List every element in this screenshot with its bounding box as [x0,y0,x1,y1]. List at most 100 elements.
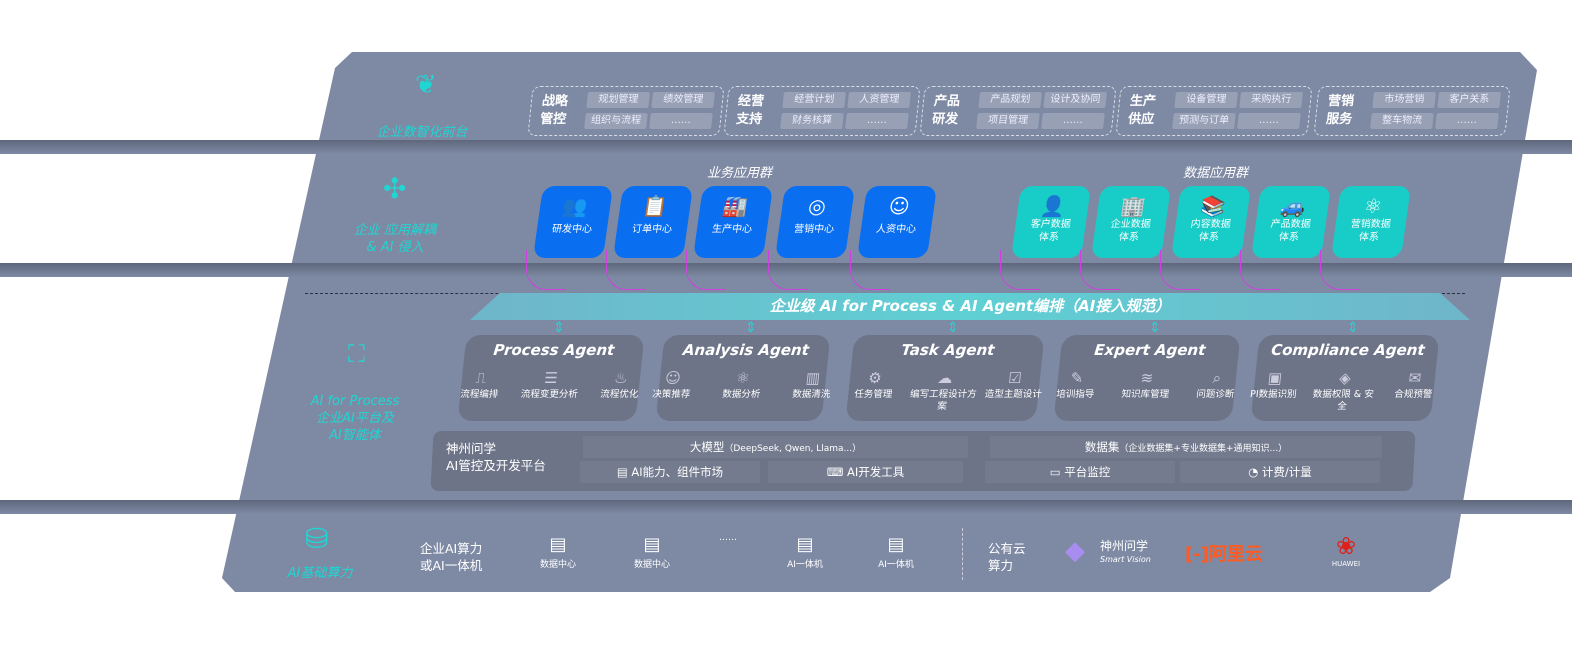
front-chip[interactable]: 经营计划 [782,92,846,108]
front-chip[interactable]: 财务核算 [780,113,844,129]
front-chip[interactable]: 规划管理 [586,92,650,108]
agent-capability: ☰ 流程变更分析 [514,367,588,401]
connector-arrow [1080,250,1120,290]
capability-icon: ⚙ [867,369,883,387]
double-arrow-icon: ⇕ [1149,320,1161,336]
capability-icon: ✉ [1407,369,1423,387]
front-chip[interactable]: 项目管理 [976,113,1040,129]
front-chip[interactable]: …… [1041,113,1105,129]
monitor-icon: ▭ [1049,465,1065,479]
agent-capability: ⎍ 流程编排 [444,367,518,401]
infra-label: AI基础算力 [287,566,353,581]
agent-capability: ≋ 知识库管理 [1110,367,1184,401]
apps-label: 企业 应用解耦 & AI 侵入 [353,223,437,255]
front-chip[interactable]: 设备管理 [1174,92,1238,108]
gauge-icon: ◔ [1248,465,1262,479]
business-app[interactable]: ◎ 营销中心 [774,186,856,258]
capability-icon: ☁ [936,369,954,387]
orchestration-bar: 企业级 AI for Process & AI Agent编排（AI接入规范） [470,293,1470,320]
front-chip[interactable]: 市场营销 [1372,92,1436,108]
agent-card[interactable]: Compliance Agent ▣ PI数据识别 ◈ 数据权限 & 安全 ✉ 合规预警 [1249,335,1440,421]
brain-icon: ❦ [415,70,437,100]
capability-icon: ▣ [1266,369,1284,387]
front-chip[interactable]: 人资管理 [847,92,911,108]
clipboard-icon: 📋 [641,194,670,218]
front-group: 生产 供应 设备管理 采购执行 预测与订单…… [1115,86,1313,136]
compute-node: ▤ 数据中心 [622,533,682,570]
agent-capability: ✉ 合规预警 [1378,367,1452,401]
connector-arrow [768,250,808,290]
platform-title: 神州问学 AI管控及开发平台 [446,441,546,473]
shenzhou-logo-icon: ◆ [1065,536,1085,566]
user-icon: 👤 [1039,194,1068,218]
double-arrow-icon: ⇕ [1347,320,1359,336]
front-group: 经营 支持 经营计划 人资管理 财务核算…… [723,86,921,136]
enterprise-compute-label: 企业AI算力 或AI一体机 [420,541,483,573]
front-chip[interactable]: …… [845,113,909,129]
vendor-shenzhou: 神州问学 Smart Vision [1100,539,1151,565]
front-chip[interactable]: 产品规划 [978,92,1042,108]
factory-icon: 🏭 [721,194,750,218]
front-chip[interactable]: …… [649,113,713,129]
front-chip[interactable]: …… [1237,113,1301,129]
double-arrow-icon: ⇕ [947,320,959,336]
front-chip[interactable]: 绩效管理 [651,92,715,108]
capability-icon: ◈ [1338,369,1352,387]
compute-node: ▤ AI一体机 [775,533,835,570]
molecule-icon: ✣ [383,172,407,205]
group-title: 经营 支持 [735,94,765,127]
front-chip[interactable]: …… [1435,113,1499,129]
compute-node: …… [719,533,737,543]
front-group: 产品 研发 产品规划 设计及协同 项目管理…… [919,86,1117,136]
group-title: 战略 管控 [539,94,569,127]
front-chip[interactable]: 预测与订单 [1172,113,1236,129]
business-app[interactable]: ☺ 人资中心 [856,186,938,258]
front-label: 企业数智化前台 [376,125,468,140]
data-app[interactable]: 📚 内容数据 体系 [1170,186,1252,258]
books-icon: 📚 [1199,194,1228,218]
agent-card[interactable]: Task Agent ⚙ 任务管理 ☁ 编写工程设计方案 ☑ 造型主题设计 [845,335,1045,421]
group-title: 生产 供应 [1127,94,1157,127]
front-chip[interactable]: 组织与流程 [584,113,648,129]
business-app[interactable]: 👥 研发中心 [532,186,614,258]
front-chip[interactable]: 整车物流 [1370,113,1434,129]
agent-card[interactable]: Process Agent ⎍ 流程编排 ☰ 流程变更分析 ♨ 流程优化 [457,335,645,421]
data-app[interactable]: 🚙 产品数据 体系 [1250,186,1332,258]
divider [962,528,963,580]
front-chip[interactable]: 采购执行 [1239,92,1303,108]
agent-capability: ☁ 编写工程设计方案 [906,367,981,413]
front-chip[interactable]: 设计及协同 [1043,92,1107,108]
vendor-aliyun: [-]阿里云 [1185,544,1263,565]
connector-arrow [1000,250,1040,290]
agent-capability: ⚛ 数据分析 [706,367,780,401]
devtools-cell[interactable]: ⌨ AI开发工具 [768,461,963,483]
capability-icon: ☺ [664,369,682,387]
data-app[interactable]: ⚛ 营销数据 体系 [1330,186,1412,258]
connector-arrow [850,250,890,290]
monitor-cell[interactable]: ▭ 平台监控 [985,461,1175,483]
server-icon: ▤ [887,534,905,555]
server-icon: ▤ [643,534,661,555]
market-cell[interactable]: ▤ AI能力、组件市场 [580,461,760,483]
front-chip[interactable]: 客户关系 [1437,92,1501,108]
data-app[interactable]: 👤 客户数据 体系 [1010,186,1092,258]
front-group: 战略 管控 规划管理 绩效管理 组织与流程…… [527,86,725,136]
huawei-logo-icon: ❀ [1335,532,1357,560]
public-cloud-label: 公有云 算力 [988,541,1026,573]
face-scan-icon: ⛶ [348,340,365,368]
business-app[interactable]: 📋 订单中心 [612,186,694,258]
agent-card[interactable]: Analysis Agent ☺ 决策推荐 ⚛ 数据分析 ▥ 数据清洗 [652,335,831,421]
car-icon: 🚙 [1279,194,1308,218]
agent-card[interactable]: Expert Agent ✎ 培训指导 ≋ 知识库管理 ⌕ 问题诊断 [1053,335,1241,421]
agent-capability: ⚙ 任务管理 [838,367,912,401]
data-app[interactable]: 🏢 企业数据 体系 [1090,186,1172,258]
billing-cell[interactable]: ◔ 计费/计量 [1180,461,1380,483]
connector-arrow [1320,250,1360,290]
connector-arrow [606,250,646,290]
atom-icon: ⚛ [1362,194,1384,218]
business-app[interactable]: 🏭 生产中心 [692,186,774,258]
group-title: 产品 研发 [931,94,961,127]
server-icon: ▤ [549,534,567,555]
capability-icon: ⎍ [474,369,488,387]
server-icon: ▤ [796,534,814,555]
